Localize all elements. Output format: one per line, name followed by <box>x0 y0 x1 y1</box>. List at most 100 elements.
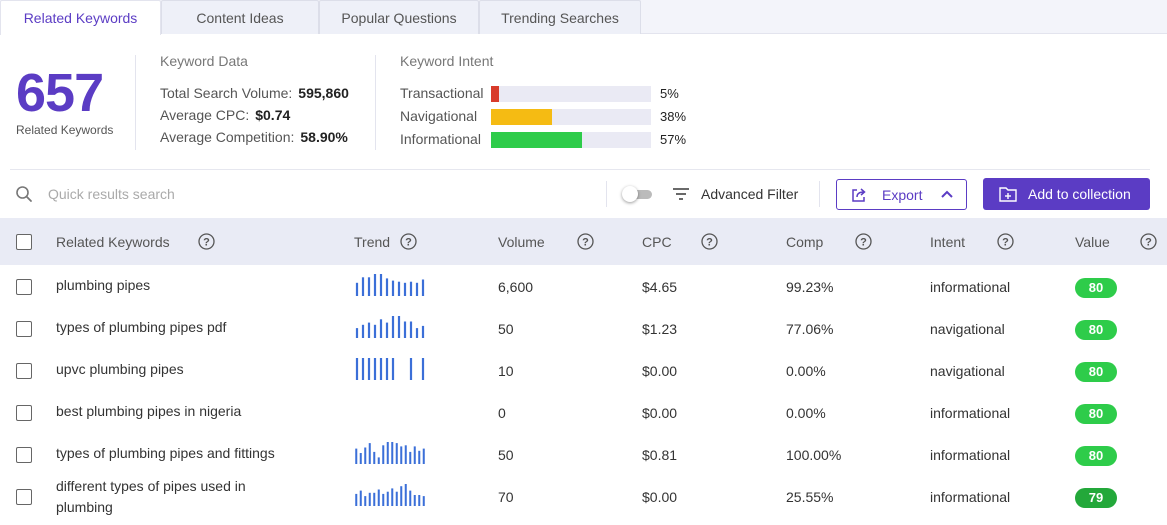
table-row: different types of pipes used in plumbin… <box>0 476 1167 524</box>
value-badge: 80 <box>1075 446 1117 466</box>
svg-text:?: ? <box>1145 237 1152 249</box>
row-checkbox[interactable] <box>16 321 32 337</box>
trend-bar <box>379 274 383 296</box>
export-button[interactable]: Export <box>836 179 967 210</box>
keyword-link[interactable]: best plumbing pipes in nigeria <box>56 403 242 419</box>
volume-cell: 6,600 <box>498 279 534 295</box>
trend-bar <box>361 324 365 338</box>
row-checkbox[interactable] <box>16 489 32 505</box>
help-icon[interactable]: ? <box>701 233 718 250</box>
keyword-link[interactable]: types of plumbing pipes and fittings <box>56 445 275 461</box>
trend-bar <box>364 447 367 464</box>
table-row: types of plumbing pipes and fittings 50 … <box>0 434 1167 476</box>
intent-transactional-bar <box>491 86 651 102</box>
intent-cell: informational <box>930 489 1011 505</box>
intent-cell: informational <box>930 279 1011 295</box>
comp-cell: 0.00% <box>786 363 826 379</box>
add-to-collection-button[interactable]: Add to collection <box>983 178 1150 210</box>
toggle-switch[interactable] <box>622 186 652 202</box>
volume-cell: 50 <box>498 447 514 463</box>
keyword-link[interactable]: different types of pipes used in plumbin… <box>56 478 246 515</box>
trend-bar <box>409 451 412 464</box>
row-checkbox[interactable] <box>16 279 32 295</box>
cpc-cell: $1.23 <box>642 321 678 337</box>
volume-cell: 70 <box>498 489 514 505</box>
trend-bar <box>400 486 403 506</box>
header-intent[interactable]: Intent <box>930 234 966 250</box>
trend-bar <box>404 445 407 464</box>
trend-bar <box>409 281 413 296</box>
header-related-keywords[interactable]: Related Keywords <box>56 234 170 250</box>
intent-informational-pct: 57% <box>660 132 687 147</box>
tab-related-keywords[interactable]: Related Keywords <box>0 0 161 35</box>
keyword-link[interactable]: types of plumbing pipes pdf <box>56 319 227 335</box>
tab-popular-questions[interactable]: Popular Questions <box>319 0 479 34</box>
row-checkbox[interactable] <box>16 405 32 421</box>
keyword-intent-title: Keyword Intent <box>400 53 494 69</box>
help-icon[interactable]: ? <box>400 233 417 250</box>
related-keywords-count-label: Related Keywords <box>16 123 114 137</box>
trend-bar <box>379 358 383 380</box>
trend-bar <box>373 324 377 338</box>
trend-sparkline <box>355 442 425 464</box>
comp-cell: 77.06% <box>786 321 834 337</box>
help-icon[interactable]: ? <box>1140 233 1157 250</box>
svg-text:?: ? <box>706 237 713 249</box>
help-icon[interactable]: ? <box>577 233 594 250</box>
header-volume[interactable]: Volume <box>498 234 545 250</box>
row-checkbox[interactable] <box>16 363 32 379</box>
trend-bar <box>361 277 365 296</box>
tab-trending-searches[interactable]: Trending Searches <box>479 0 641 34</box>
keyword-data-title: Keyword Data <box>160 53 248 69</box>
svg-text:?: ? <box>405 237 412 249</box>
trend-bar <box>355 328 359 338</box>
keyword-link[interactable]: upvc plumbing pipes <box>56 361 184 377</box>
select-all-checkbox[interactable] <box>16 234 32 250</box>
intent-navigational-fill <box>491 109 552 125</box>
header-value[interactable]: Value <box>1075 234 1110 250</box>
trend-bar <box>355 493 358 506</box>
export-label: Export <box>882 187 923 203</box>
trend-bar <box>395 443 398 464</box>
header-cpc[interactable]: CPC <box>642 234 672 250</box>
cpc-cell: $0.81 <box>642 447 678 463</box>
table-row: plumbing pipes 6,600 $4.65 99.23% inform… <box>0 266 1167 308</box>
trend-bar <box>391 358 395 380</box>
trend-sparkline <box>355 316 425 338</box>
average-competition: Average Competition: 58.90% <box>160 129 348 145</box>
help-icon[interactable]: ? <box>997 233 1014 250</box>
related-keywords-count: 657 <box>16 63 104 123</box>
trend-bar <box>413 446 416 464</box>
trend-bar <box>355 282 359 296</box>
chevron-up-icon <box>941 190 953 198</box>
average-competition-label: Average Competition: <box>160 129 295 145</box>
trend-bar <box>397 316 401 338</box>
header-trend[interactable]: Trend <box>354 234 391 250</box>
advanced-filter-button[interactable]: Advanced Filter <box>701 186 799 202</box>
search-input[interactable] <box>48 182 588 206</box>
trend-bar <box>404 484 407 506</box>
intent-navigational-label: Navigational <box>400 108 478 124</box>
intent-transactional-pct: 5% <box>660 86 679 101</box>
trend-bar <box>395 491 398 506</box>
keyword-link[interactable]: plumbing pipes <box>56 277 151 293</box>
tab-content-ideas[interactable]: Content Ideas <box>161 0 319 34</box>
volume-cell: 10 <box>498 363 514 379</box>
intent-informational-fill <box>491 132 583 148</box>
trend-bar <box>391 442 394 464</box>
header-comp[interactable]: Comp <box>786 234 824 250</box>
trend-bar <box>391 280 395 296</box>
svg-text:?: ? <box>203 237 210 249</box>
help-icon[interactable]: ? <box>198 233 215 250</box>
comp-cell: 25.55% <box>786 489 834 505</box>
total-search-volume-label: Total Search Volume: <box>160 85 293 101</box>
volume-cell: 50 <box>498 321 514 337</box>
trend-bar <box>418 450 421 464</box>
help-icon[interactable]: ? <box>855 233 872 250</box>
tab-bar: Related Keywords Content Ideas Popular Q… <box>0 0 1167 35</box>
trend-bar <box>373 451 376 464</box>
row-checkbox[interactable] <box>16 447 32 463</box>
trend-bar <box>385 358 389 380</box>
trend-bar <box>421 358 425 380</box>
trend-bar <box>409 358 413 380</box>
